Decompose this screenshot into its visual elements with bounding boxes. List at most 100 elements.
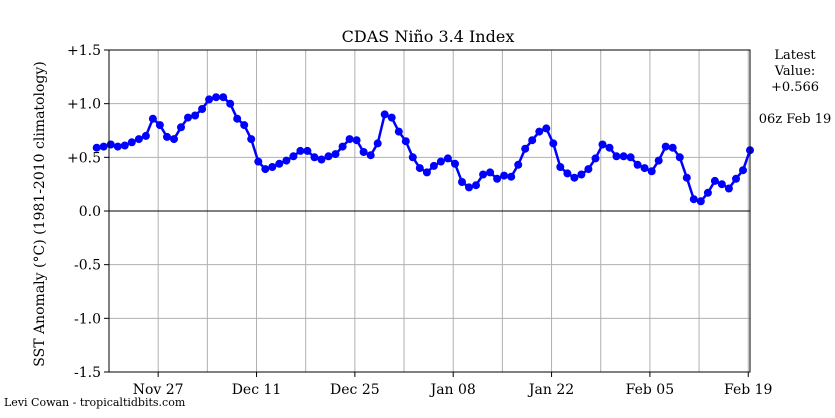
data-point <box>198 105 207 113</box>
data-point <box>113 142 122 151</box>
data-point <box>310 153 319 162</box>
latest-heading: Latest <box>774 48 816 63</box>
data-point <box>451 159 459 168</box>
data-point <box>521 144 530 153</box>
data-point <box>177 123 185 132</box>
data-point <box>443 154 452 163</box>
data-point <box>542 124 551 133</box>
data-point <box>422 168 431 177</box>
data-point <box>626 153 635 162</box>
data-point <box>415 164 424 173</box>
y-tick-label: +0.5 <box>67 150 101 166</box>
data-point <box>359 148 368 156</box>
data-point <box>556 163 565 171</box>
data-point <box>401 137 410 146</box>
data-point <box>500 171 509 180</box>
data-point <box>675 153 684 162</box>
data-point <box>577 170 586 179</box>
data-point <box>303 146 312 155</box>
data-point <box>703 188 712 197</box>
data-point <box>127 138 136 147</box>
latest-value-box: Latest Value: +0.566 <box>760 48 830 96</box>
data-point <box>394 127 403 136</box>
data-point <box>619 152 628 161</box>
data-point <box>106 140 115 149</box>
data-point <box>331 150 340 159</box>
data-points <box>92 93 754 206</box>
data-point <box>563 169 572 178</box>
data-point <box>205 95 214 104</box>
data-point <box>493 174 502 183</box>
data-point <box>134 135 143 144</box>
data-point <box>247 135 256 144</box>
x-tick-label: Nov 27 <box>133 382 184 398</box>
data-point <box>429 161 438 170</box>
x-tick-label: Dec 25 <box>330 382 380 398</box>
data-point <box>120 141 129 150</box>
data-point <box>233 114 242 123</box>
data-point <box>514 160 523 169</box>
data-point <box>366 151 375 160</box>
y-axis-label: SST Anomaly (°C) (1981-2010 climatology) <box>32 61 48 366</box>
ticks: +1.5 +1.0 +0.5 0.0 -0.5 -1.0 -1.5 Nov 27 Dec 11 D… <box>67 43 772 398</box>
data-point <box>591 154 600 163</box>
y-tick-label: -1.5 <box>74 365 101 381</box>
y-tick-label: +1.0 <box>67 97 101 113</box>
data-point <box>605 143 614 152</box>
y-tick-label: 0.0 <box>79 204 101 220</box>
data-point <box>661 142 670 151</box>
data-point <box>507 172 516 181</box>
data-point <box>387 113 396 122</box>
data-point <box>212 93 221 102</box>
data-point <box>148 114 157 123</box>
data-point <box>170 135 178 144</box>
data-point <box>338 142 347 151</box>
credit-text: Levi Cowan - tropicaltidbits.com <box>4 396 186 409</box>
y-tick-label: +1.5 <box>67 43 101 59</box>
data-point <box>436 157 445 166</box>
data-point <box>275 159 284 168</box>
data-point <box>640 164 649 173</box>
data-point <box>296 146 305 155</box>
data-point <box>472 181 480 190</box>
data-point <box>682 173 691 182</box>
data-point <box>268 163 277 171</box>
data-point <box>317 155 326 164</box>
data-point <box>668 143 677 152</box>
data-point <box>240 121 249 130</box>
data-point <box>184 113 192 122</box>
data-point <box>612 152 621 161</box>
latest-timestamp: 06z Feb 19 <box>758 112 832 127</box>
data-point <box>647 167 656 176</box>
data-point <box>739 166 747 175</box>
data-point <box>254 157 263 166</box>
latest-value: +0.566 <box>770 80 820 95</box>
data-point <box>289 152 298 161</box>
data-point <box>373 139 382 148</box>
data-point <box>458 178 466 186</box>
data-point <box>654 156 663 165</box>
data-point <box>261 165 270 174</box>
data-point <box>598 140 607 149</box>
data-point <box>141 131 150 140</box>
x-tick-label: Feb 05 <box>626 382 674 398</box>
data-point <box>535 127 544 136</box>
data-point <box>732 174 740 183</box>
data-point <box>155 121 164 130</box>
data-point <box>282 156 291 165</box>
data-point <box>696 197 705 206</box>
data-point <box>584 165 593 174</box>
grid <box>109 50 750 372</box>
y-tick-label: -1.0 <box>74 311 101 327</box>
data-point <box>465 183 473 192</box>
data-point <box>549 139 558 148</box>
data-point <box>324 152 333 161</box>
y-tick-label: -0.5 <box>74 258 101 274</box>
data-point <box>689 195 698 204</box>
data-point <box>570 173 579 182</box>
x-tick-label: Feb 19 <box>724 382 772 398</box>
x-tick-label: Jan 08 <box>429 382 476 398</box>
data-point <box>380 110 389 119</box>
